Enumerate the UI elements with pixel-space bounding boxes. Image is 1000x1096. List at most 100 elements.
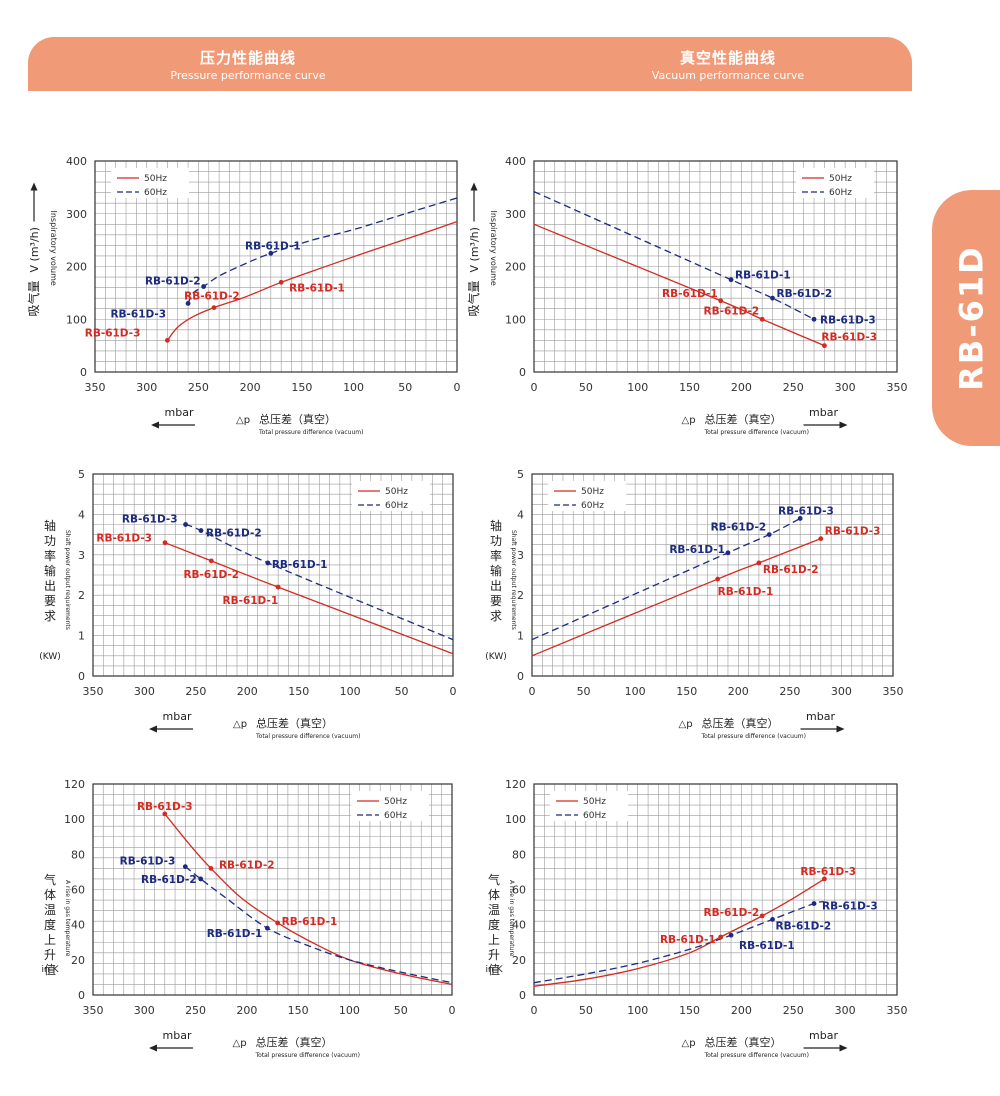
point-label: RB-61D-2 bbox=[183, 569, 239, 581]
y-label-unit: in K bbox=[42, 965, 60, 975]
y-label-cn-char: 求 bbox=[44, 609, 56, 623]
y-label-en: A rise in gas temperature bbox=[508, 880, 515, 957]
x-label-en: Total pressure difference (vacuum) bbox=[704, 1052, 809, 1059]
x-tick-label: 350 bbox=[887, 381, 908, 394]
x-tick-label: 50 bbox=[579, 1004, 593, 1017]
y-label-en: Shaft power output requirements bbox=[510, 530, 517, 630]
x-label-en: Total pressure difference (vacuum) bbox=[255, 1052, 360, 1059]
y-tick-label: 200 bbox=[66, 261, 87, 274]
delta-p-label: △p bbox=[682, 1038, 696, 1049]
legend: 50Hz 60Hz bbox=[352, 481, 430, 511]
arrow-head bbox=[470, 182, 478, 191]
chart-c2: 0 50 100 150 200 250 300 350 0 100 200 300 400 RB-61D… bbox=[466, 155, 908, 436]
series-line-60hz bbox=[533, 191, 815, 320]
y-tick-label: 5 bbox=[78, 468, 85, 481]
series-line-60hz bbox=[531, 517, 801, 641]
x-tick-label: 250 bbox=[188, 381, 209, 394]
arrow-head bbox=[151, 421, 159, 429]
x-label-en: Total pressure difference (vacuum) bbox=[255, 733, 360, 740]
data-point-marker bbox=[822, 876, 827, 882]
y-tick-label: 3 bbox=[78, 549, 85, 562]
legend-box bbox=[796, 168, 874, 198]
y-label-cn-char: 率 bbox=[44, 548, 56, 563]
y-tick-label: 1 bbox=[517, 630, 524, 643]
legend: 50Hz 60Hz bbox=[796, 168, 874, 198]
x-tick-label: 0 bbox=[449, 1004, 456, 1017]
x-label-en: Total pressure difference (vacuum) bbox=[258, 429, 363, 436]
series-line-50hz bbox=[164, 542, 454, 655]
x-tick-label: 0 bbox=[531, 381, 538, 394]
y-label-cn: 吸气量 bbox=[466, 280, 481, 316]
y-label-cn-char: 升 bbox=[488, 948, 500, 962]
x-unit-label: mbar bbox=[809, 1029, 838, 1042]
arrow-head bbox=[836, 725, 845, 733]
y-tick-label: 4 bbox=[517, 508, 524, 521]
y-label-cn-char: 上 bbox=[488, 933, 500, 947]
series-line-50hz bbox=[533, 223, 825, 347]
data-point-marker bbox=[725, 550, 731, 556]
y-label-en: A rise in gas temperature bbox=[64, 880, 71, 957]
point-label: RB-61D-1 bbox=[289, 282, 345, 294]
series-line-60hz bbox=[185, 523, 454, 641]
y-tick-label: 100 bbox=[505, 313, 526, 326]
x-axis-label: △p 总压差（真空） Total pressure difference (vacu… bbox=[679, 710, 845, 740]
y-label-cn-char: 率 bbox=[490, 548, 502, 563]
x-tick-label: 100 bbox=[627, 1004, 648, 1017]
x-tick-label: 50 bbox=[398, 381, 412, 394]
series-line-50hz bbox=[166, 221, 458, 341]
plot-border bbox=[533, 783, 898, 996]
x-tick-label: 300 bbox=[835, 381, 856, 394]
x-tick-label: 100 bbox=[627, 381, 648, 394]
x-tick-label: 350 bbox=[887, 1004, 908, 1017]
y-label-cn-char: 功 bbox=[490, 534, 502, 548]
x-tick-label: 150 bbox=[676, 685, 697, 698]
x-label-en: Total pressure difference (vacuum) bbox=[704, 429, 809, 436]
y-label-cn-char: 气 bbox=[44, 872, 56, 887]
data-point-marker bbox=[183, 522, 188, 527]
y-tick-label: 40 bbox=[71, 919, 85, 932]
y-tick-label: 100 bbox=[505, 813, 526, 826]
legend: 50Hz 60Hz bbox=[548, 481, 626, 511]
data-point-marker bbox=[811, 901, 817, 906]
y-tick-label: 120 bbox=[64, 778, 85, 791]
y-tick-label: 120 bbox=[505, 778, 526, 791]
point-label: RB-61D-3 bbox=[820, 314, 876, 326]
x-tick-label: 300 bbox=[136, 381, 157, 394]
y-label-cn-char: 要 bbox=[44, 594, 56, 608]
x-tick-label: 0 bbox=[531, 1004, 538, 1017]
legend: 50Hz 60Hz bbox=[351, 791, 429, 821]
y-label-cn-char: 出 bbox=[44, 579, 56, 593]
y-label-cn-char: 输 bbox=[44, 563, 56, 578]
legend-label-50hz: 50Hz bbox=[829, 174, 852, 184]
y-tick-label: 0 bbox=[519, 989, 526, 1002]
delta-p-label: △p bbox=[682, 415, 696, 426]
vacuum-curve-heading: 真空性能曲线 Vacuum performance curve bbox=[578, 47, 878, 82]
x-unit-label: mbar bbox=[163, 1029, 192, 1042]
vacuum-curve-title-cn: 真空性能曲线 bbox=[679, 49, 776, 67]
point-label: RB-61D-3 bbox=[122, 514, 178, 526]
point-label: RB-61D-1 bbox=[245, 240, 301, 252]
chart-c5: 350 300 250 200 150 100 50 0 0 20 40 60 80 100 120 RB-6… bbox=[42, 778, 456, 1059]
point-label: RB-61D-3 bbox=[821, 332, 877, 344]
data-point-marker bbox=[797, 516, 803, 521]
x-label-en: Total pressure difference (vacuum) bbox=[701, 733, 806, 740]
y-tick-label: 1 bbox=[78, 630, 85, 643]
legend-label-60hz: 60Hz bbox=[144, 188, 167, 198]
data-point-marker bbox=[268, 250, 274, 256]
point-label: RB-61D-3 bbox=[96, 533, 152, 545]
point-label: RB-61D-3 bbox=[778, 505, 834, 517]
plot-border bbox=[531, 473, 894, 677]
data-point-marker bbox=[198, 528, 204, 533]
y-label-cn-char: 度 bbox=[488, 917, 500, 932]
data-point-marker bbox=[198, 876, 204, 882]
pressure-curve-title-en: Pressure performance curve bbox=[170, 69, 326, 82]
series-line-50hz bbox=[531, 538, 822, 657]
x-tick-label: 50 bbox=[577, 685, 591, 698]
plot-border bbox=[92, 783, 453, 996]
legend-label-50hz: 50Hz bbox=[144, 174, 167, 184]
x-unit-label: mbar bbox=[809, 406, 838, 419]
x-label-cn: 总压差（真空） bbox=[256, 1035, 333, 1049]
delta-p-label: △p bbox=[236, 415, 250, 426]
point-label: RB-61D-1 bbox=[739, 940, 795, 952]
data-point-marker bbox=[201, 284, 207, 289]
